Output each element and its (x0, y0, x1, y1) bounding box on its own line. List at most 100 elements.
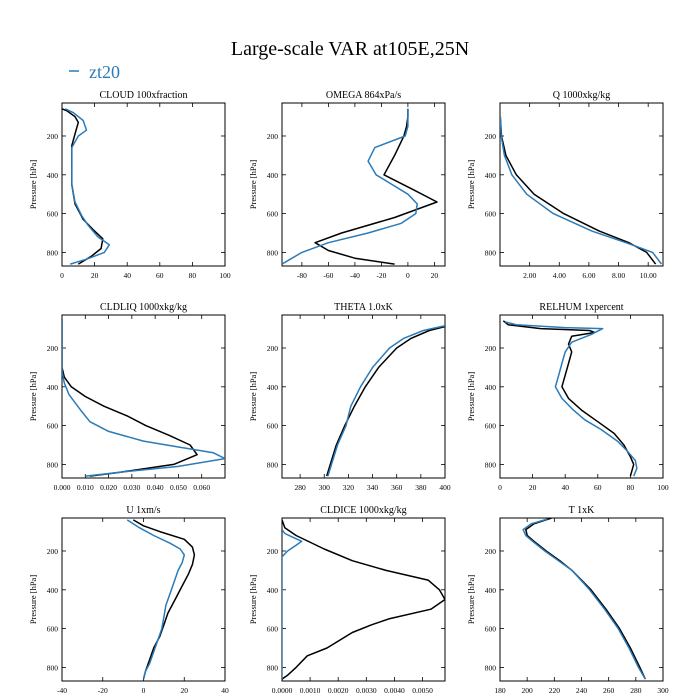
series-line-black (502, 320, 635, 477)
x-tick-label: 40 (561, 483, 569, 492)
x-tick-label: 0.0020 (328, 686, 349, 695)
series-group (500, 116, 663, 265)
y-axis-label: Pressure [hPa] (248, 372, 258, 422)
series-line-zt20 (327, 324, 445, 477)
y-tick-label: 600 (47, 422, 59, 431)
y-tick-label: 600 (267, 625, 279, 634)
x-tick-label: 340 (367, 483, 379, 492)
series-line-black (132, 519, 196, 680)
y-tick-label: 600 (485, 210, 497, 219)
plot-frame (499, 102, 664, 267)
x-tick-label: -20 (98, 686, 108, 695)
x-tick-label: 0.010 (77, 483, 94, 492)
x-tick-label: 240 (576, 686, 588, 695)
x-tick-label: 20 (529, 483, 537, 492)
chart-panel: CLOUD 100xfraction 0 20 40 60 80 100 200 400 600 8… (28, 90, 231, 280)
y-tick-label: 800 (485, 460, 497, 469)
y-tick-label: 600 (47, 210, 59, 219)
x-tick-label: 400 (439, 483, 451, 492)
plot-frame (61, 314, 226, 479)
y-tick-label: 400 (485, 171, 497, 180)
y-tick-label: 400 (267, 383, 279, 392)
y-tick-label: 400 (485, 383, 497, 392)
y-tick-label: 600 (267, 422, 279, 431)
y-tick-label: 200 (267, 547, 279, 556)
chart-panel: THETA 1.0xK 280 300 320 340 360 380 400 200 400 60… (248, 302, 451, 492)
x-tick-label: -40 (57, 686, 67, 695)
x-tick-label: 0 (498, 483, 502, 492)
panel-title: THETA 1.0xK (334, 302, 393, 313)
series-group (62, 108, 111, 265)
panel-title: OMEGA 864xPa/s (326, 90, 401, 101)
x-tick-label: 220 (549, 686, 561, 695)
y-tick-label: 400 (485, 586, 497, 595)
y-tick-label: 800 (485, 248, 497, 257)
x-tick-label: -80 (297, 271, 307, 280)
x-tick-label: 20 (431, 271, 439, 280)
plot-frame (499, 314, 664, 479)
x-tick-label: -60 (323, 271, 333, 280)
series-line-zt20 (282, 529, 303, 680)
x-tick-label: 40 (123, 271, 131, 280)
plot-frame (281, 314, 446, 479)
y-axis-label: Pressure [hPa] (28, 160, 38, 210)
plot-frame (61, 102, 226, 267)
chart-panel: RELHUM 1xpercent 0 20 40 60 80 100 200 400 600 800… (466, 302, 669, 492)
y-axis-label: Pressure [hPa] (248, 575, 258, 625)
y-tick-label: 800 (47, 663, 59, 672)
x-tick-label: 200 (522, 686, 534, 695)
y-tick-label: 400 (47, 586, 59, 595)
series-group (325, 324, 445, 477)
y-axis-label: Pressure [hPa] (466, 160, 476, 210)
x-tick-label: 300 (657, 686, 669, 695)
x-tick-label: 8.00 (612, 271, 625, 280)
panel-title: CLOUD 100xfraction (99, 90, 187, 101)
panel-title: Q 1000xkg/kg (553, 90, 611, 101)
series-line-zt20 (282, 108, 418, 265)
plot-frame (499, 517, 664, 682)
y-tick-label: 200 (485, 132, 497, 141)
y-axis-label: Pressure [hPa] (28, 372, 38, 422)
x-tick-label: 60 (156, 271, 164, 280)
x-tick-label: 0.000 (54, 483, 71, 492)
x-tick-label: 360 (391, 483, 403, 492)
x-tick-label: 80 (627, 483, 635, 492)
y-tick-label: 400 (267, 171, 279, 180)
x-tick-label: 20 (91, 271, 99, 280)
y-tick-label: 600 (485, 625, 497, 634)
x-tick-label: 2.00 (523, 271, 536, 280)
x-tick-label: 100 (219, 271, 231, 280)
x-tick-label: 4.00 (553, 271, 566, 280)
x-tick-label: 0.060 (193, 483, 210, 492)
series-group (282, 519, 445, 680)
chart-panel: CLDICE 1000xkg/kg 0.0000 0.0010 0.0020 0.003… (248, 505, 446, 695)
panel-title: RELHUM 1xpercent (539, 302, 623, 313)
x-tick-label: 0.0040 (384, 686, 405, 695)
x-tick-label: 6.00 (582, 271, 595, 280)
y-axis-label: Pressure [hPa] (466, 575, 476, 625)
y-tick-label: 200 (47, 547, 59, 556)
x-tick-label: 280 (294, 483, 306, 492)
chart-panel: OMEGA 864xPa/s -80 -60 -40 -20 0 20 200 400 600 80… (248, 90, 446, 280)
x-tick-label: 40 (221, 686, 229, 695)
x-tick-label: 0 (60, 271, 64, 280)
y-tick-label: 600 (267, 210, 279, 219)
x-tick-label: 0.020 (100, 483, 117, 492)
y-tick-label: 200 (47, 132, 59, 141)
plot-frame (61, 517, 226, 682)
y-tick-label: 200 (267, 344, 279, 353)
y-tick-label: 200 (485, 547, 497, 556)
series-line-zt20 (126, 519, 186, 680)
plot-frame (281, 102, 446, 267)
x-tick-label: 0 (406, 271, 410, 280)
series-line-black (62, 108, 104, 265)
y-tick-label: 800 (267, 248, 279, 257)
y-axis-label: Pressure [hPa] (28, 575, 38, 625)
y-tick-label: 800 (47, 248, 59, 257)
x-tick-label: 0.0050 (412, 686, 433, 695)
x-tick-label: 0.0030 (356, 686, 377, 695)
panel-title: CLDICE 1000xkg/kg (320, 505, 406, 516)
y-axis-label: Pressure [hPa] (466, 372, 476, 422)
chart-panel: CLDLIQ 1000xkg/kg 0.000 0.010 0.020 0.030 0.0… (28, 302, 226, 492)
